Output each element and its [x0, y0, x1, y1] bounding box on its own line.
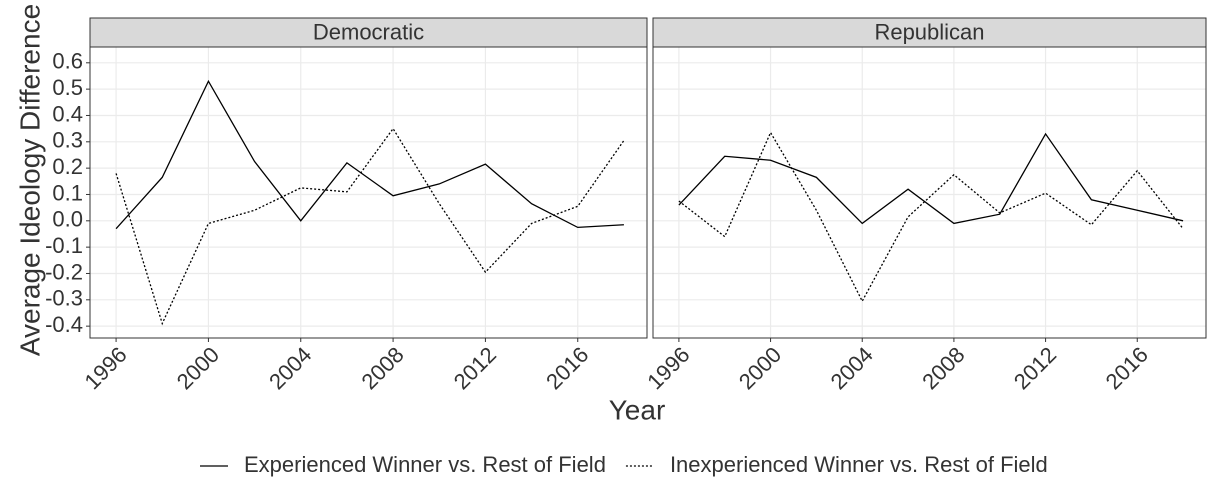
data-line — [678, 132, 1184, 225]
x-tick-label: 2008 — [917, 342, 969, 394]
x-tick-label: 2008 — [356, 342, 408, 394]
y-tick-label: -0.2 — [45, 259, 83, 284]
y-tick-label: 0.4 — [52, 101, 83, 126]
y-tick-label: 0.3 — [52, 128, 83, 153]
strip-label: Republican — [874, 19, 984, 44]
x-axis-label: Year — [609, 394, 666, 425]
y-axis-label: Average Ideology Difference — [14, 4, 45, 356]
legend-label: Inexperienced Winner vs. Rest of Field — [670, 452, 1048, 477]
strip — [652, 17, 1207, 48]
legend-label: Experienced Winner vs. Rest of Field — [244, 452, 606, 477]
strip — [89, 17, 648, 48]
x-tick-label: 2004 — [826, 342, 878, 394]
y-tick-label: 0.5 — [52, 75, 83, 100]
y-tick-label: 0.2 — [52, 154, 83, 179]
x-tick-label: 2000 — [734, 342, 786, 394]
y-tick-label: -0.1 — [45, 233, 83, 258]
x-tick-label: 2012 — [1009, 342, 1061, 394]
y-tick-label: 0.0 — [52, 207, 83, 232]
x-tick-label: 2000 — [172, 342, 224, 394]
y-tick-label: -0.3 — [45, 286, 83, 311]
data-line — [678, 131, 1184, 303]
x-tick-label: 2004 — [264, 342, 316, 394]
panel-background — [653, 47, 1206, 338]
x-tick-label: 2016 — [541, 342, 593, 394]
x-tick-label: 2012 — [449, 342, 501, 394]
panel-background — [90, 47, 647, 338]
x-tick-label: 1996 — [79, 342, 131, 394]
x-tick-label: 2016 — [1101, 342, 1153, 394]
x-tick-label: 1996 — [642, 342, 694, 394]
data-line — [115, 79, 624, 230]
y-tick-label: 0.6 — [52, 49, 83, 74]
strip-label: Democratic — [313, 19, 424, 44]
data-line — [115, 127, 625, 326]
y-tick-label: -0.4 — [45, 312, 83, 337]
y-tick-label: 0.1 — [52, 180, 83, 205]
